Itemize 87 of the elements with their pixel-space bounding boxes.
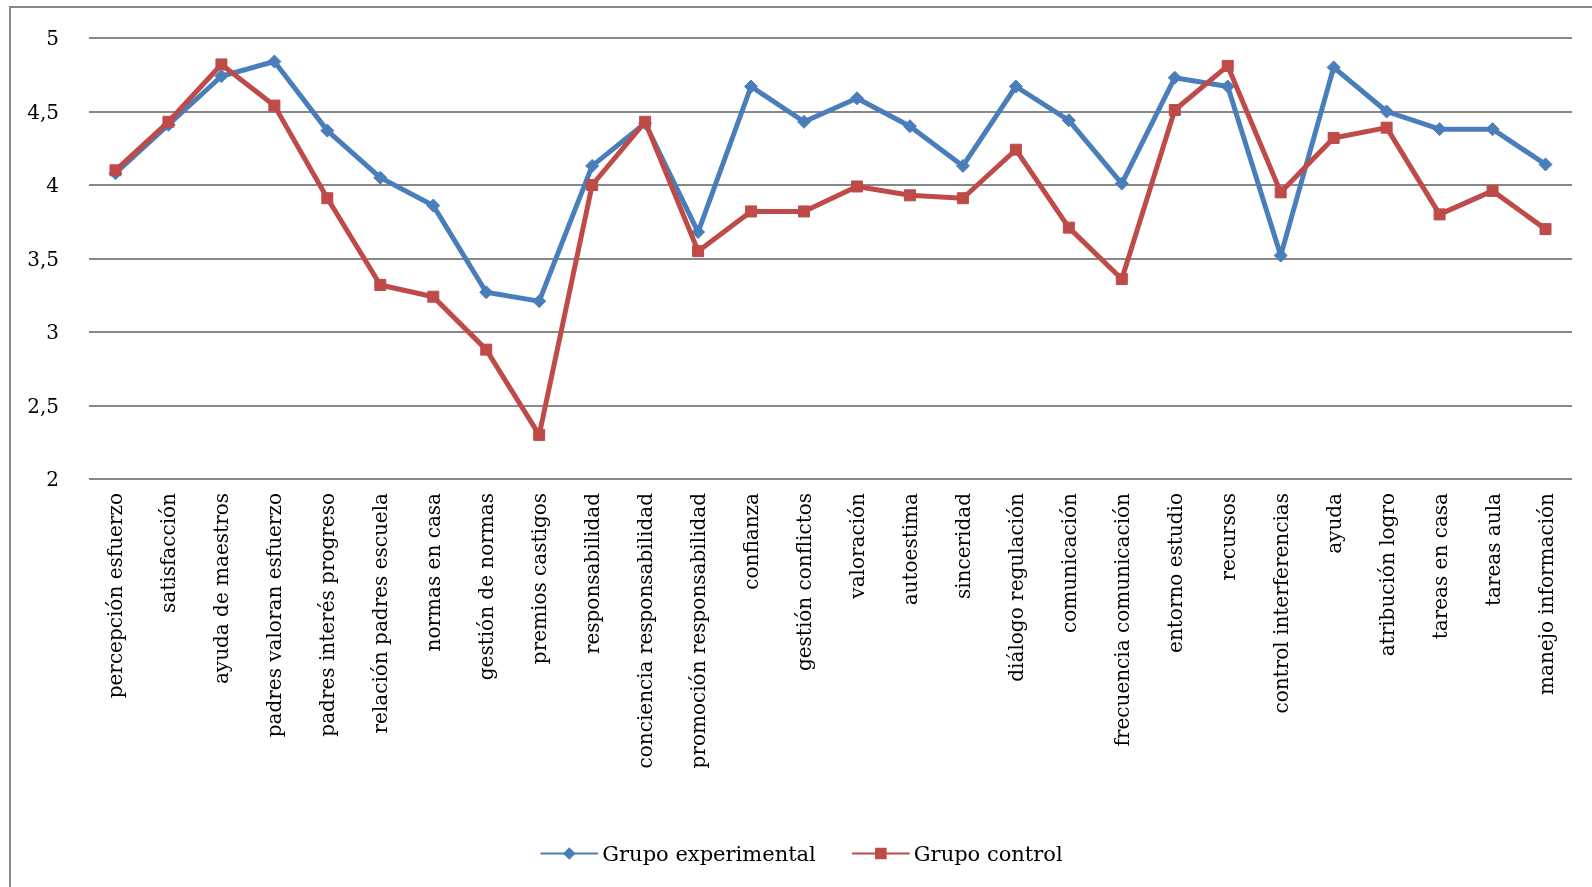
point [533,428,546,441]
point [215,58,228,71]
x-tick-label: entorno estudio [1162,493,1187,653]
x-tick-label: premios castigos [527,493,552,665]
point [1062,221,1075,234]
x-tick-label: ayuda [1321,492,1346,554]
point [797,114,812,129]
point [321,192,334,205]
x-tick-label: conciencia responsabilidad [633,492,658,769]
point [426,198,441,213]
point [267,54,282,69]
x-tick-label: responsabilidad [580,492,605,655]
point [532,294,547,309]
y-tick-label: 3 [46,320,59,344]
y-tick-label: 3,5 [27,246,59,271]
point [320,123,335,138]
legend-label: Grupo experimental [602,841,817,866]
point [1114,176,1129,191]
point [1486,184,1499,197]
x-tick-label: confianza [739,492,764,590]
point [1539,223,1552,236]
x-tick-label: promoción responsabilidad [686,492,711,769]
x-tick-label: valoración [844,492,869,600]
point [691,225,706,240]
point [373,170,388,185]
point [214,69,229,84]
point [374,278,387,291]
point [744,79,759,94]
x-tick-label: frecuencia comunicación [1109,492,1134,747]
point [586,179,599,191]
point [1009,143,1022,156]
x-tick-label: tareas aula [1480,492,1505,607]
x-tick-label: relación padres escuela [368,492,393,734]
x-tick-label: diálogo regulación [1003,492,1028,682]
x-tick-label: percepción esfuerzo [103,493,128,699]
y-tick-label: 5 [46,26,59,50]
x-tick-label: control interferencias [1268,493,1293,714]
point [1220,79,1235,94]
point [1167,70,1182,85]
point [427,290,440,303]
point [1008,79,1023,94]
x-tick-label: autoestima [897,492,922,606]
point [109,164,122,177]
point [903,189,916,202]
x-tick-label: satisfacción [156,492,181,613]
x-tick-label: sinceridad [950,492,975,600]
x-tick-label: comunicación [1056,492,1081,634]
point [1326,60,1341,75]
x-tick-label: tareas en casa [1427,492,1452,640]
x-tick-label: recursos [1215,493,1240,581]
x-tick-label: padres valoran esfuerzo [262,493,287,738]
x-tick-label: manejo información [1533,492,1558,695]
point [850,180,863,193]
y-tick-label: 4,5 [27,99,59,124]
point [1168,104,1181,117]
x-tick-label: atribución logro [1374,493,1399,657]
point [1433,208,1446,221]
x-tick-label: normas en casa [421,492,446,652]
point [585,158,600,173]
y-tick-label: 2 [46,467,59,491]
point [1380,121,1393,134]
legend-label: Grupo control [913,841,1063,866]
x-tick-label: gestión de normas [474,493,499,681]
point [1327,131,1340,144]
point [480,343,493,356]
point [268,99,281,112]
point [1115,273,1128,286]
point [479,285,494,300]
point [955,158,970,173]
y-tick-label: 2,5 [27,393,59,418]
x-tick-label: gestión conflictos [792,493,817,672]
point [1274,186,1287,199]
point [1538,157,1553,172]
point [1432,122,1447,137]
point [1061,113,1076,128]
x-tick-label: ayuda de maestros [209,493,234,685]
x-tick-label: padres interés progreso [315,493,340,737]
point [692,245,705,258]
point [798,205,811,218]
point [849,91,864,106]
y-tick-label: 4 [46,173,59,197]
point [1379,104,1394,119]
point [902,119,917,134]
point [745,205,758,218]
point [956,192,969,205]
point [162,115,175,128]
point [1221,59,1234,72]
